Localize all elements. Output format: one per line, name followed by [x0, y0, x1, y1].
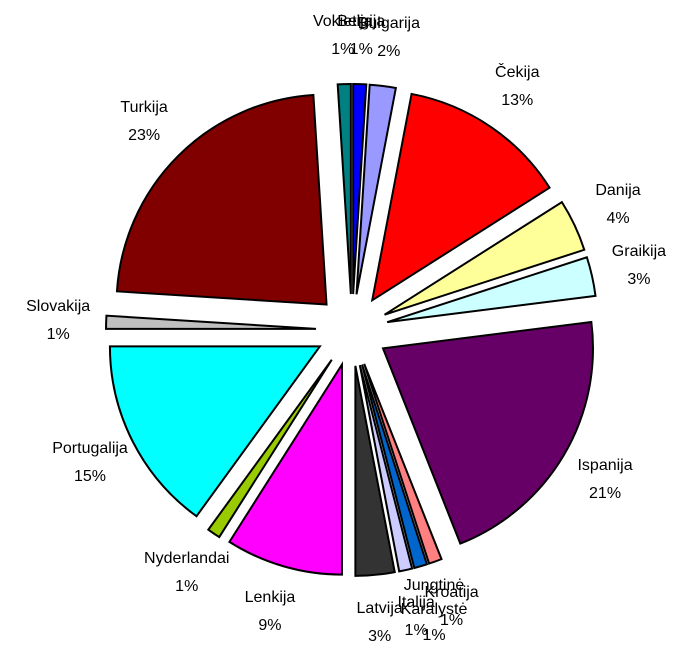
slice-label: Belgija 1%	[337, 8, 385, 64]
value-label: 1%	[46, 325, 70, 343]
category-label: Lenkija	[244, 589, 296, 607]
category-label: Italija	[397, 593, 435, 611]
slice-label: Bulgarija 2%	[358, 10, 420, 66]
slice-label: Slovakija 1%	[26, 293, 90, 349]
category-label: Nyderlandai	[144, 550, 230, 568]
value-label: 13%	[501, 91, 534, 109]
value-label: 21%	[589, 484, 622, 502]
category-label: Portugalija	[52, 440, 128, 458]
slice-label: Nyderlandai 1%	[144, 545, 229, 601]
pie-slice	[381, 320, 594, 545]
category-label: Jungtinė Karalystė	[400, 577, 468, 619]
pie-slice	[336, 83, 352, 295]
slice-label: Danija 4%	[595, 177, 640, 233]
pie-slice	[206, 359, 333, 539]
pie-slice	[370, 92, 551, 303]
slice-label: Latvija 3%	[357, 595, 403, 651]
pie-slice	[108, 345, 322, 518]
value-label: 1%	[331, 41, 355, 59]
slice-label: Graikija 3%	[612, 238, 666, 294]
pie-slice	[355, 83, 398, 295]
slice-label: Jungtinė Karalystė 1%	[389, 574, 479, 650]
slice-label: Čekija 13%	[495, 59, 539, 115]
category-label: Ispanija	[577, 456, 633, 474]
category-label: Čekija	[495, 63, 540, 81]
pie-slice	[384, 200, 586, 316]
pie-slice	[352, 83, 368, 295]
slice-label: Vokietija 1%	[313, 8, 373, 64]
value-label: 1%	[349, 41, 373, 59]
category-label: Latvija	[356, 599, 403, 617]
category-label: Slovakija	[26, 297, 91, 315]
value-label: 15%	[74, 468, 107, 486]
value-label: 1%	[175, 578, 199, 596]
category-label: Vokietija	[312, 13, 373, 31]
pie-slice	[358, 364, 414, 573]
slice-label: Kroatija 1%	[424, 579, 478, 635]
slice-label: Turkija 23%	[120, 94, 167, 150]
value-label: 1%	[404, 621, 428, 639]
slice-label: Lenkija 9%	[245, 584, 296, 640]
slice-label: Italija 1%	[397, 589, 434, 645]
pie-slice	[386, 255, 597, 324]
pie-slice	[363, 363, 443, 565]
value-label: 1%	[440, 611, 464, 629]
pie-slice	[228, 361, 343, 576]
value-label: 9%	[258, 617, 282, 635]
pie-slice	[361, 364, 429, 570]
category-label: Belgija	[337, 13, 386, 31]
category-label: Bulgarija	[357, 15, 420, 33]
value-label: 1%	[422, 627, 446, 645]
value-label: 3%	[627, 270, 651, 288]
pie-slice	[354, 365, 396, 577]
category-label: Danija	[595, 181, 641, 199]
pie-slice	[105, 314, 317, 330]
category-label: Graikija	[611, 242, 667, 260]
pie-slice	[115, 93, 328, 306]
value-label: 3%	[368, 627, 392, 645]
slice-label: Portugalija 15%	[52, 435, 128, 491]
category-label: Kroatija	[424, 583, 479, 601]
value-label: 4%	[606, 209, 630, 227]
value-label: 2%	[377, 43, 401, 61]
slice-label: Ispanija 21%	[577, 452, 632, 508]
value-label: 23%	[128, 127, 161, 145]
category-label: Turkija	[120, 99, 168, 117]
